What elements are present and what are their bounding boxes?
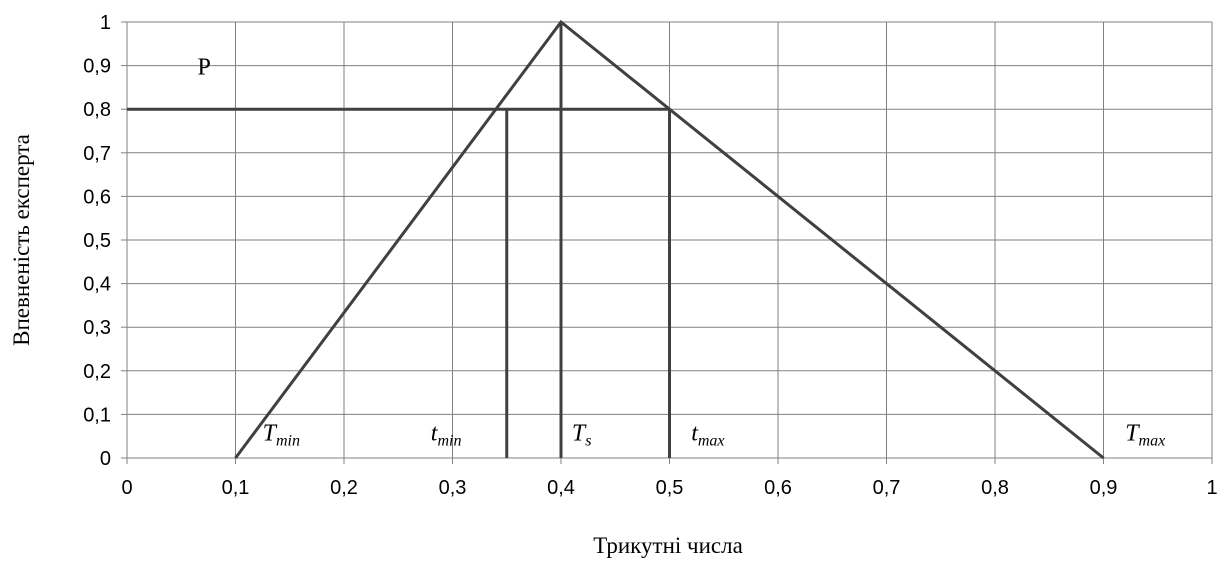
annotation-label: Tmin (263, 421, 300, 450)
x-tick-label: 0,2 (330, 477, 358, 499)
annotation-label: tmax (691, 421, 724, 450)
x-tick-label: 1 (1206, 477, 1217, 499)
x-tick-label: 0,5 (656, 477, 684, 499)
y-tick-label: 0,4 (83, 274, 111, 296)
y-tick-label: 0,7 (83, 143, 111, 165)
y-tick-label: 0,9 (83, 56, 111, 78)
x-tick-label: 0 (121, 477, 132, 499)
x-tick-label: 0,4 (547, 477, 575, 499)
x-tick-label: 0,3 (439, 477, 467, 499)
x-tick-label: 0,6 (764, 477, 792, 499)
y-tick-label: 0,2 (83, 361, 111, 383)
x-tick-label: 0,9 (1090, 477, 1118, 499)
tick-labels: 0 0,1 0,2 0,3 0,4 0,5 0,6 0,7 0,8 0,9 1 0 0,1 0,2 0,3 0… (83, 12, 1217, 499)
y-tick-label: 0,3 (83, 317, 111, 339)
x-tick-label: 0,8 (981, 477, 1009, 499)
annotation-label: tmin (431, 421, 462, 450)
y-tick-label: 0,8 (83, 99, 111, 121)
y-tick-label: 0,6 (83, 186, 111, 208)
y-axis-title: Впевненість експерта (9, 134, 34, 346)
y-tick-label: 0,1 (83, 404, 111, 426)
annotation-label: P (198, 54, 211, 80)
x-axis-title: Трикутні числа (593, 533, 743, 558)
y-tick-label: 0,5 (83, 230, 111, 252)
annotation-label: Ts (572, 421, 592, 450)
x-tick-label: 0,7 (873, 477, 901, 499)
axes (121, 21, 1213, 464)
annotations: P Tmin tmin Ts tmax Tmax (198, 54, 1166, 449)
annotation-label: Tmax (1125, 421, 1165, 450)
y-tick-label: 0 (100, 448, 111, 470)
y-tick-label: 1 (100, 12, 111, 34)
series (127, 19, 1105, 460)
x-tick-label: 0,1 (222, 477, 250, 499)
